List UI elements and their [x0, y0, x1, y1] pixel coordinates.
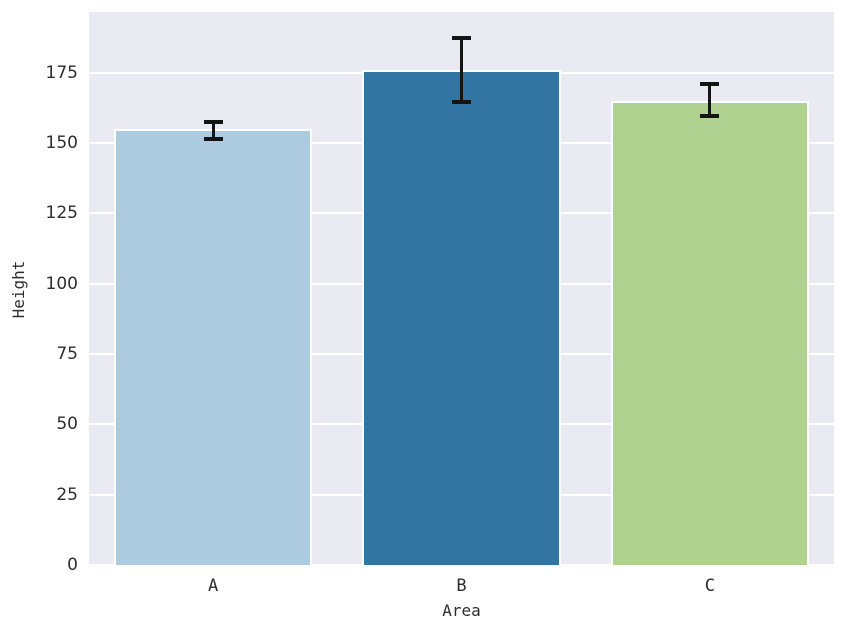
error-bar-line [211, 121, 215, 139]
error-bar-cap [700, 82, 720, 86]
y-tick-label: 50 [56, 414, 78, 435]
x-tick-label-C: C [704, 576, 715, 596]
y-tick-label: 125 [45, 203, 78, 224]
bar-C [610, 100, 810, 565]
error-bar-line [460, 37, 463, 103]
y-tick-label: 150 [45, 133, 78, 154]
y-tick-label: 75 [56, 344, 78, 365]
bar-B [362, 69, 561, 565]
error-bar-cap [203, 136, 223, 141]
error-bar-cap [452, 35, 471, 40]
error-bar-line [708, 84, 712, 117]
x-tick-label-A: A [208, 576, 219, 596]
y-axis-label: Height [9, 260, 28, 319]
gridline [89, 564, 834, 566]
error-bar-cap [203, 119, 223, 124]
error-bar-cap [452, 100, 471, 105]
y-tick-label: 175 [45, 62, 78, 83]
y-tick-label: 0 [67, 555, 78, 575]
bar-A [113, 129, 313, 565]
error-bar-cap [700, 114, 720, 119]
y-tick-label: 100 [45, 273, 78, 294]
y-tick-label: 25 [56, 484, 78, 505]
x-tick-label-B: B [456, 576, 467, 596]
x-axis-label: Area [442, 601, 481, 620]
plot-area [89, 12, 834, 566]
